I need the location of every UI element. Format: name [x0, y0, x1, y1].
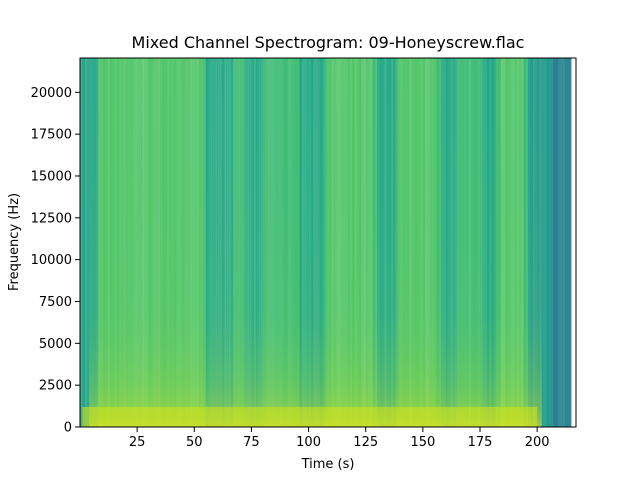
spectrogram-column [564, 58, 568, 427]
y-tick-label: 10000 [31, 253, 72, 268]
y-tick-label: 5000 [39, 337, 72, 352]
y-tick-label: 7500 [39, 295, 72, 310]
spectrogram-column [80, 58, 83, 427]
spectrogram-column [541, 58, 545, 427]
spectrogram-column [546, 58, 549, 427]
y-tick-label: 12500 [31, 211, 72, 226]
plot-area [80, 58, 577, 427]
y-tick-label: 2500 [39, 379, 72, 394]
x-tick-label: 75 [243, 435, 260, 450]
x-tick-label: 100 [296, 435, 321, 450]
chart-title: Mixed Channel Spectrogram: 09-Honeyscrew… [132, 33, 525, 52]
spectrogram-column [566, 58, 570, 427]
spectrogram-column [548, 58, 552, 427]
spectrogram-column [86, 58, 90, 427]
spectrogram-column [544, 58, 547, 427]
y-tick-label: 20000 [31, 86, 72, 101]
x-tick-label: 175 [468, 435, 493, 450]
x-tick-label: 200 [525, 435, 550, 450]
x-tick-label: 125 [353, 435, 378, 450]
spectrogram-column [560, 58, 563, 427]
spectrogram-column [84, 58, 88, 427]
x-tick-label: 150 [410, 435, 435, 450]
spectrogram-column [569, 58, 572, 427]
y-tick-label: 15000 [31, 169, 72, 184]
x-axis-ticks: 25 50 75 100 125 150 175 200 [129, 427, 550, 450]
low-frequency-energy [89, 58, 542, 427]
x-tick-label: 50 [186, 435, 203, 450]
spectrogram-column [553, 58, 556, 427]
x-tick-label: 25 [129, 435, 146, 450]
y-axis-label: Frequency (Hz) [7, 193, 22, 291]
bass-band [82, 406, 538, 427]
spectrogram-column [562, 58, 565, 427]
y-tick-label: 0 [64, 421, 72, 436]
y-tick-label: 17500 [31, 128, 72, 143]
spectrogram-column [555, 58, 559, 427]
empty-tail [571, 58, 576, 427]
x-axis-label: Time (s) [301, 457, 355, 472]
spectrogram-column [550, 58, 554, 427]
spectrogram-column [82, 58, 85, 427]
spectrogram-column [557, 58, 561, 427]
plot-frame [79, 57, 577, 428]
y-axis-ticks: 0 2500 5000 7500 10000 12500 15000 17500 20000 [31, 86, 80, 436]
